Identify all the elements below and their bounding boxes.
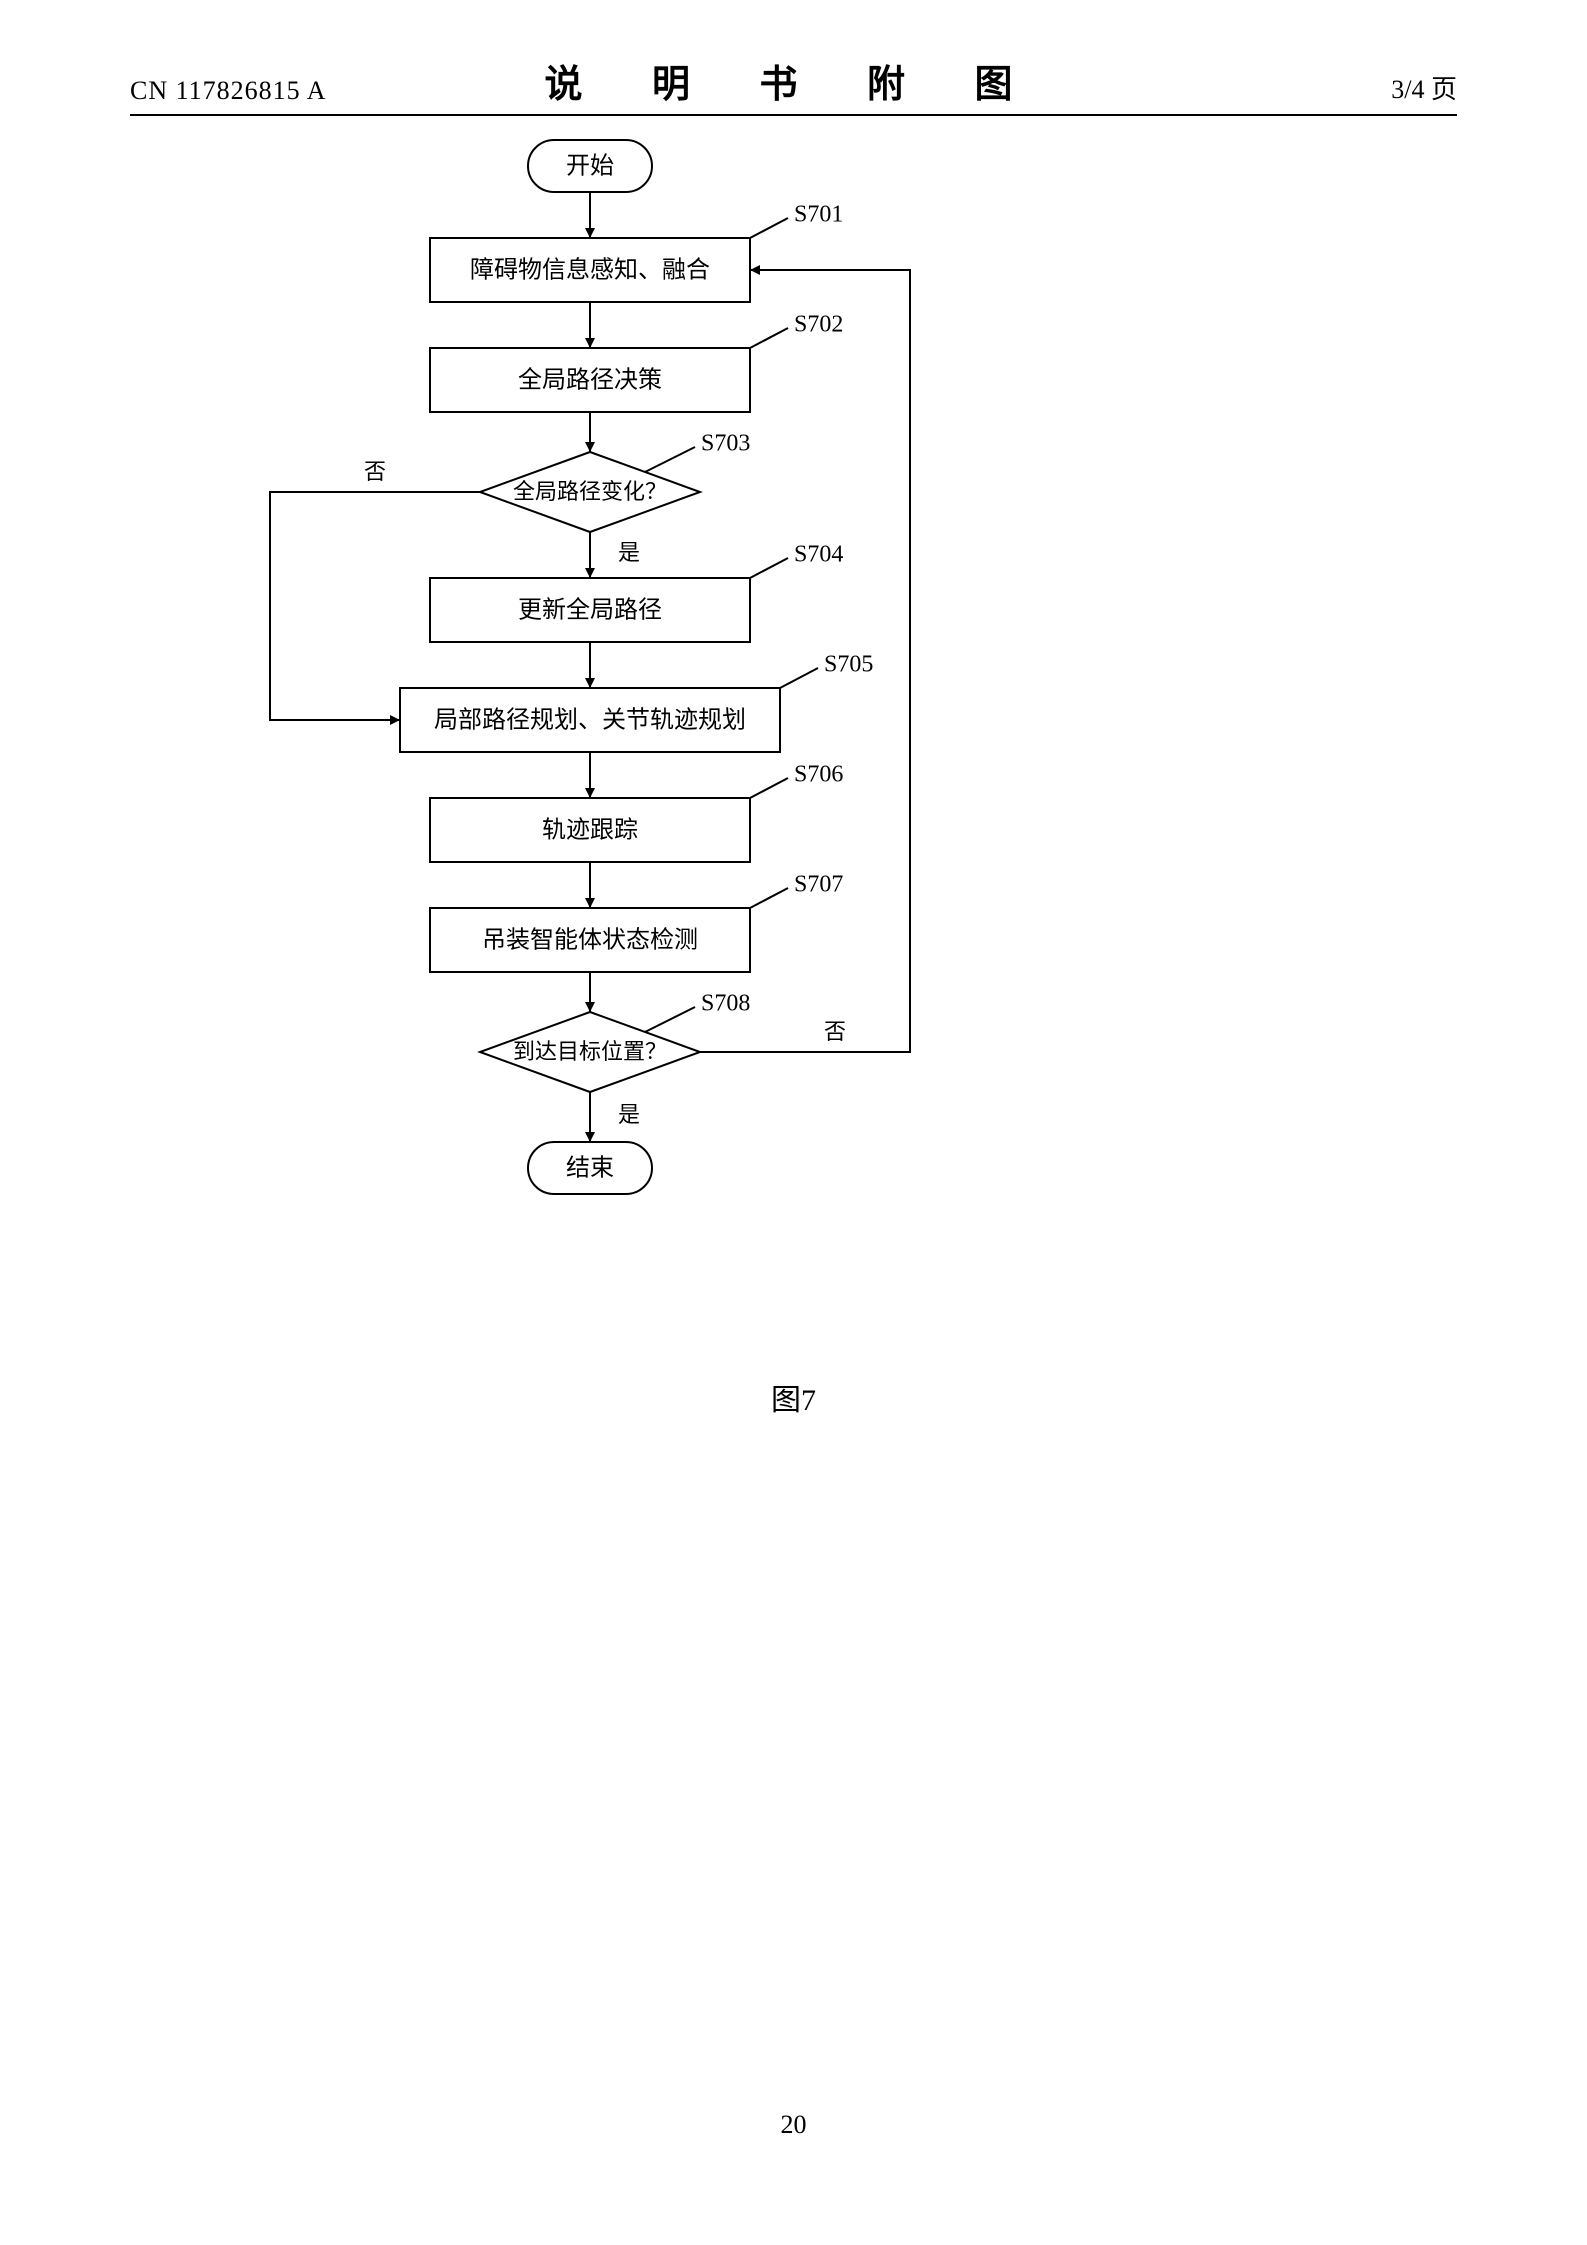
svg-text:轨迹跟踪: 轨迹跟踪 <box>542 817 638 844</box>
svg-text:局部路径规划、关节轨迹规划: 局部路径规划、关节轨迹规划 <box>434 707 746 734</box>
svg-text:否: 否 <box>364 459 386 484</box>
page-indicator: 3/4 页 <box>1391 69 1457 106</box>
page: CN 117826815 A 说 明 书 附 图 3/4 页 开始障碍物信息感知… <box>0 0 1587 2245</box>
svg-text:S705: S705 <box>824 652 873 678</box>
svg-text:S708: S708 <box>701 991 750 1017</box>
svg-text:S701: S701 <box>794 202 843 228</box>
page-header: CN 117826815 A 说 明 书 附 图 3/4 页 <box>130 54 1457 116</box>
svg-text:S706: S706 <box>794 762 843 788</box>
svg-text:结束: 结束 <box>566 1155 614 1182</box>
page-number: 20 <box>0 2110 1587 2140</box>
svg-text:S703: S703 <box>701 431 750 457</box>
svg-text:否: 否 <box>824 1019 846 1044</box>
flowchart: 开始障碍物信息感知、融合 S701 全局路径决策 S702 全局路径变化？ S703 更新全… <box>140 130 1040 1330</box>
svg-text:开始: 开始 <box>566 153 614 180</box>
svg-text:到达目标位置？: 到达目标位置？ <box>513 1039 667 1064</box>
svg-text:S704: S704 <box>794 542 843 568</box>
svg-text:S702: S702 <box>794 312 843 338</box>
svg-text:是: 是 <box>618 1102 640 1127</box>
svg-text:更新全局路径: 更新全局路径 <box>518 597 662 624</box>
svg-text:吊装智能体状态检测: 吊装智能体状态检测 <box>482 927 698 954</box>
svg-text:是: 是 <box>618 540 640 565</box>
svg-text:障碍物信息感知、融合: 障碍物信息感知、融合 <box>470 257 710 284</box>
svg-text:全局路径变化？: 全局路径变化？ <box>513 479 667 504</box>
header-title: 说 明 书 附 图 <box>130 53 1457 108</box>
svg-text:S707: S707 <box>794 872 843 898</box>
figure-label: 图7 <box>0 1375 1587 1419</box>
svg-text:全局路径决策: 全局路径决策 <box>518 367 662 394</box>
